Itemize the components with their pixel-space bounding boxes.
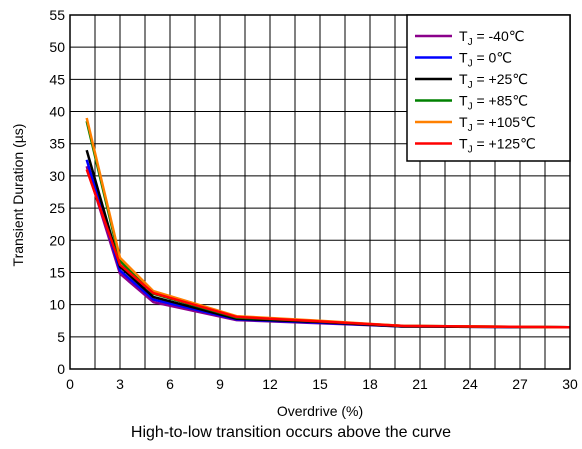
legend-entry-label: TJ = -40℃	[459, 28, 524, 48]
x-tick-label: 0	[66, 376, 74, 392]
y-tick-label: 30	[49, 168, 65, 184]
y-tick-label: 50	[49, 39, 65, 55]
legend-entry-label: TJ = 0℃	[459, 50, 512, 70]
chart-caption: High-to-low transition occurs above the …	[130, 424, 452, 441]
y-tick-labels: 0 5 10 15 20 25 30 35 40 45 50 55	[49, 7, 65, 377]
y-tick-label: 25	[49, 200, 65, 216]
y-tick-label: 15	[49, 264, 65, 280]
y-tick-label: 5	[57, 329, 65, 345]
line-chart: 0 3 6 9 12 15 18 21 24 27 30 0 5 10 15 20 25 30 35 40 45 50 5…	[10, 7, 578, 419]
series-line-1	[85, 159, 571, 329]
legend-box	[406, 14, 571, 162]
y-tick-label: 0	[57, 361, 65, 377]
y-tick-label: 20	[49, 232, 65, 248]
x-tick-label: 27	[512, 376, 528, 392]
x-axis-label: Overdrive (%)	[277, 403, 363, 419]
x-tick-label: 18	[362, 376, 378, 392]
legend-entry-label: TJ = +125℃	[459, 136, 536, 156]
series-lines	[85, 117, 571, 329]
y-tick-label: 45	[49, 71, 65, 87]
plot-frame	[69, 14, 571, 370]
series-line-0	[85, 165, 571, 329]
x-tick-label: 30	[562, 376, 578, 392]
x-tick-label: 21	[412, 376, 428, 392]
legend-entry-label: TJ = +85℃	[459, 93, 528, 113]
y-tick-label: 40	[49, 104, 65, 120]
y-axis-label: Transient Duration (µs)	[10, 124, 26, 267]
x-tick-label: 15	[312, 376, 328, 392]
x-tick-label: 24	[462, 376, 478, 392]
legend-entry-label: TJ = +105℃	[459, 114, 536, 134]
x-tick-label: 12	[262, 376, 278, 392]
x-tick-label: 3	[116, 376, 124, 392]
x-tick-label: 6	[166, 376, 174, 392]
series-line-5	[85, 169, 571, 329]
x-tick-label: 9	[216, 376, 224, 392]
y-tick-label: 10	[49, 297, 65, 313]
y-tick-label: 55	[49, 7, 65, 23]
x-tick-labels: 0 3 6 9 12 15 18 21 24 27 30	[66, 376, 578, 392]
legend-entry-label: TJ = +25℃	[459, 71, 528, 91]
legend: TJ = -40℃TJ = 0℃TJ = +25℃TJ = +85℃TJ = +…	[406, 14, 571, 162]
y-tick-label: 35	[49, 136, 65, 152]
